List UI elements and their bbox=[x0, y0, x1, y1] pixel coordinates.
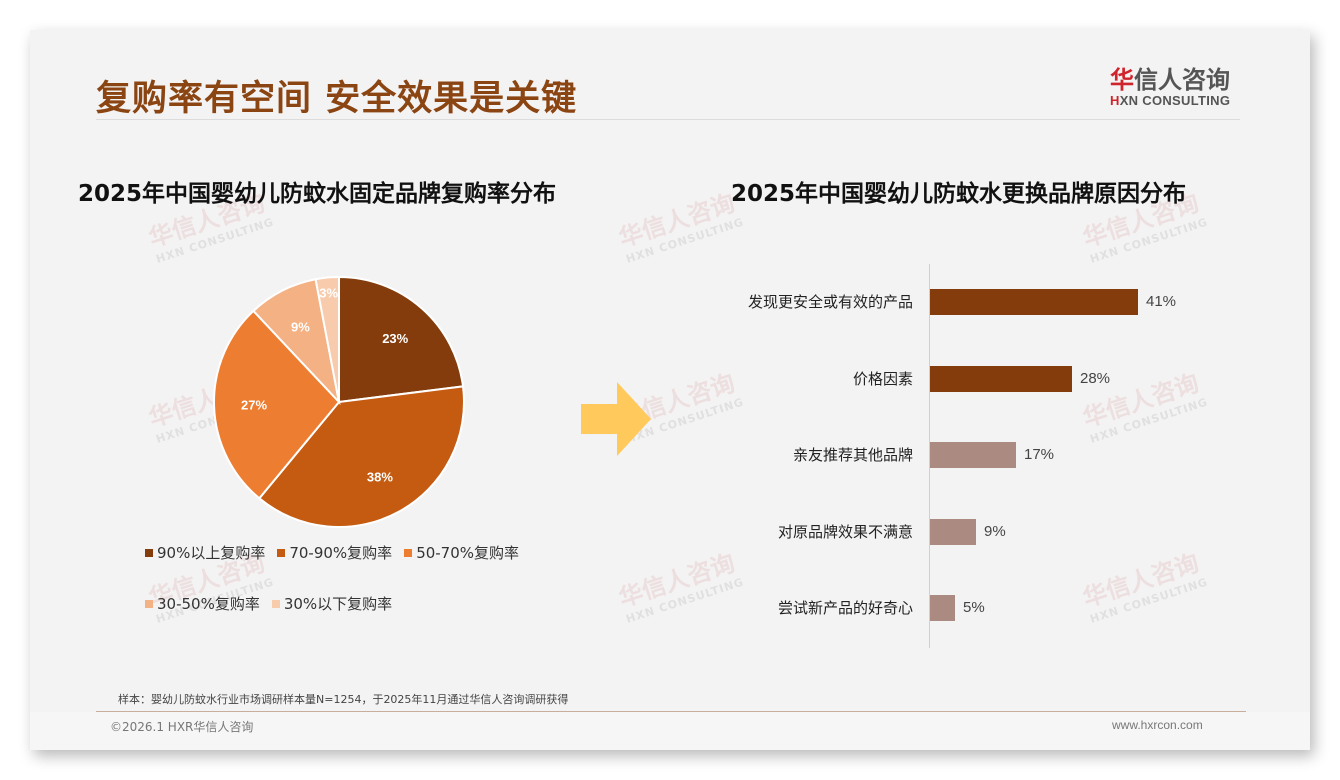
legend-item: 30-50%复购率 bbox=[145, 593, 260, 614]
legend-item: 30%以下复购率 bbox=[271, 593, 393, 614]
bar-value-label: 9% bbox=[984, 523, 1006, 540]
legend-item: 50-70%复购率 bbox=[404, 542, 519, 563]
company-logo: 华信人咨询 HXN CONSULTING bbox=[1110, 66, 1230, 108]
bar-value-label: 41% bbox=[1146, 293, 1177, 310]
pie-slice-label: 9% bbox=[291, 319, 310, 334]
legend-row: 90%以上复购率 70-90%复购率 50-70%复购率 bbox=[145, 542, 565, 563]
legend-label: 30%以下复购率 bbox=[283, 595, 393, 613]
slide: 复购率有空间 安全效果是关键 华信人咨询 HXN CONSULTING 华信人咨… bbox=[30, 30, 1310, 750]
legend-row: 30-50%复购率 30%以下复购率 bbox=[145, 593, 565, 614]
bar-value-label: 5% bbox=[963, 599, 985, 616]
header-divider bbox=[96, 119, 1240, 120]
logo-cn: 华信人咨询 bbox=[1110, 66, 1230, 94]
footer-divider bbox=[96, 711, 1246, 712]
pie-legend: 90%以上复购率 70-90%复购率 50-70%复购率 30-50%复购率 30%以下… bbox=[145, 542, 565, 644]
legend-swatch bbox=[277, 548, 286, 557]
copyright: ©2026.1 HXR华信人咨询 bbox=[110, 720, 254, 734]
bar-value-label: 17% bbox=[1024, 446, 1055, 463]
legend-swatch bbox=[404, 548, 413, 557]
pie-slice-label: 3% bbox=[319, 285, 338, 300]
footer-band bbox=[30, 712, 1310, 750]
pie-chart-title: 2025年中国婴幼儿防蚊水固定品牌复购率分布 bbox=[78, 181, 557, 207]
bar-category-label: 亲友推荐其他品牌 bbox=[792, 446, 913, 464]
pie-chart: 23% 38% 27% 9% 3% bbox=[213, 275, 465, 528]
bar-category-label: 价格因素 bbox=[852, 370, 913, 388]
legend-swatch bbox=[271, 599, 280, 608]
bar bbox=[930, 519, 976, 545]
logo-en-rest: XN CONSULTING bbox=[1119, 93, 1231, 108]
logo-cn-rest: 信人咨询 bbox=[1134, 66, 1230, 94]
bar-category-label: 尝试新产品的好奇心 bbox=[777, 599, 913, 617]
legend-label: 70-90%复购率 bbox=[289, 544, 393, 562]
pie-slice bbox=[338, 275, 465, 404]
pie-slice-label: 23% bbox=[382, 331, 408, 346]
pie-slice bbox=[257, 385, 465, 528]
logo-cn-accent: 华 bbox=[1110, 66, 1134, 94]
bar-value-label: 28% bbox=[1080, 370, 1111, 387]
pie-slice-label: 38% bbox=[367, 469, 393, 484]
legend-item: 90%以上复购率 bbox=[145, 542, 265, 563]
legend-item: 70-90%复购率 bbox=[277, 542, 392, 563]
legend-label: 30-50%复购率 bbox=[157, 595, 260, 613]
website-link[interactable]: www.hxrcon.com bbox=[1112, 718, 1203, 732]
logo-en: HXN CONSULTING bbox=[1110, 94, 1230, 108]
bar bbox=[930, 595, 955, 621]
legend-swatch bbox=[145, 599, 153, 608]
bar-chart-title: 2025年中国婴幼儿防蚊水更换品牌原因分布 bbox=[731, 181, 1187, 207]
bar bbox=[930, 289, 1138, 315]
bar bbox=[930, 366, 1072, 392]
legend-swatch bbox=[145, 548, 153, 557]
bar-axis bbox=[929, 264, 930, 648]
sample-note: 样本：婴幼儿防蚊水行业市场调研样本量N=1254，于2025年11月通过华信人咨… bbox=[118, 693, 569, 706]
page-title: 复购率有空间 安全效果是关键 bbox=[96, 79, 578, 119]
bar bbox=[930, 442, 1016, 468]
bar-category-label: 对原品牌效果不满意 bbox=[777, 523, 913, 541]
logo-en-accent: H bbox=[1110, 93, 1120, 108]
legend-label: 50-70%复购率 bbox=[416, 544, 520, 562]
legend-label: 90%以上复购率 bbox=[157, 544, 266, 562]
arrow-right-icon bbox=[581, 382, 651, 456]
pie-slice bbox=[314, 275, 340, 403]
pie-slice bbox=[213, 309, 341, 500]
pie-slice-label: 27% bbox=[241, 398, 267, 413]
bar-category-label: 发现更安全或有效的产品 bbox=[747, 293, 913, 311]
